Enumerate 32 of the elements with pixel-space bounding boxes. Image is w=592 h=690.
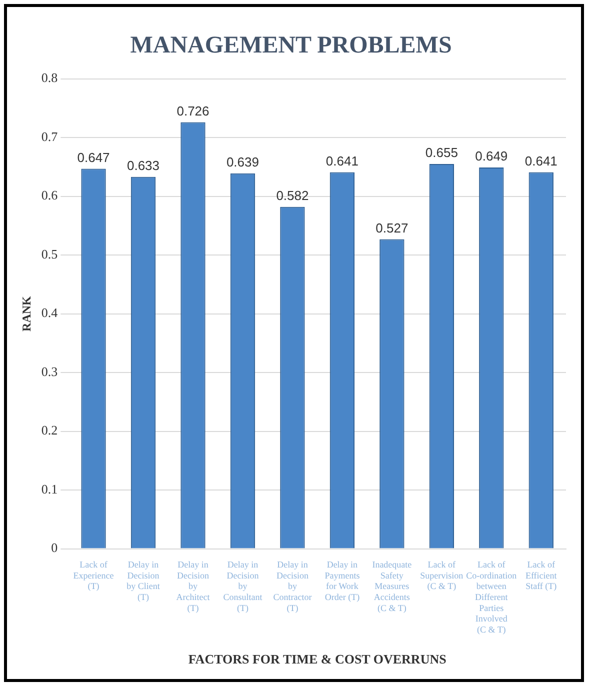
y-tick-label: 0.2 [41,422,58,438]
x-tick-label: Inadequate Safety Measures Accidents (C & T) [372,560,412,613]
data-label: 0.639 [226,154,259,170]
data-label: 0.582 [276,188,309,203]
y-tick-label: 0.5 [41,246,58,262]
x-axis-title: FACTORS FOR TIME & COST OVERRUNS [188,652,446,667]
data-label: 0.633 [126,158,160,173]
data-label: 0.527 [376,220,408,236]
x-tick-label: Lack of Supervision (C & T) [420,560,464,592]
x-tick-label: Delay in Decision by Architect (T) [176,560,210,613]
y-tick-label: 0 [51,540,58,556]
y-tick-label: 0.3 [41,364,58,379]
x-tick-label: Delay in Decision by Client (T) [126,560,160,602]
chart-title: MANAGEMENT PROBLEMS [130,32,452,59]
x-tick-label: Lack of Experience (T) [73,560,114,592]
x-tick-label: Delay in Decision by Consultant (T) [223,560,263,613]
data-label: 0.726 [176,103,210,118]
y-axis-title: RANK [19,295,34,332]
data-label: 0.641 [326,153,358,168]
x-tick-label: Lack of Efficient Staff (T) [525,560,558,592]
data-label: 0.641 [524,153,558,168]
x-tick-label: Lack of Co-ordination between Different Parties Involved (C & T) [466,560,518,634]
y-tick-label: 0.7 [41,128,58,144]
x-tick-label: Delay in Decision by Contractor (T) [273,560,312,613]
y-tick-label: 0.1 [41,481,58,496]
y-tick-label: 0.8 [41,70,58,86]
data-label: 0.649 [475,148,508,164]
y-tick-label: 0.4 [41,305,58,320]
y-tick-label: 0.6 [41,188,58,203]
data-label: 0.655 [425,145,458,160]
data-label: 0.647 [77,150,110,165]
x-tick-label: Delay in Payments for Work Order (T) [324,560,360,602]
